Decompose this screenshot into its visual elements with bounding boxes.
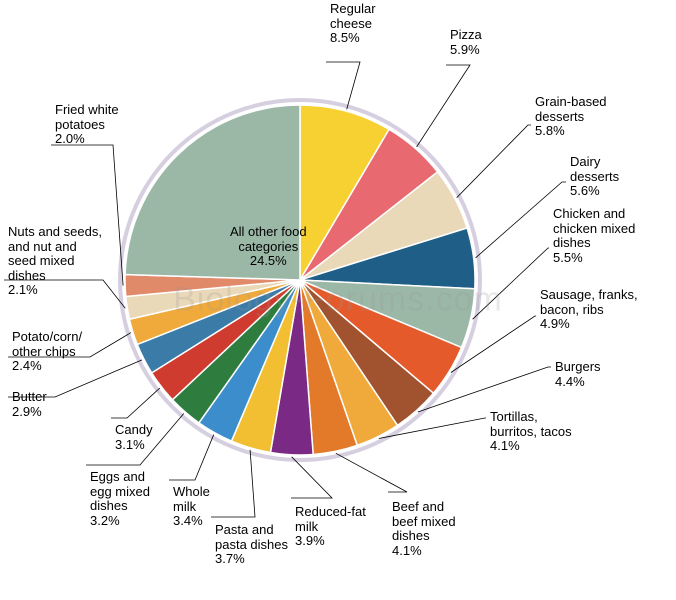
leader-line: [417, 65, 470, 147]
leader-line: [111, 388, 160, 418]
pie-slice-label: Grain-based desserts 5.8%: [535, 95, 607, 139]
pie-slice-label: Beef and beef mixed dishes 4.1%: [392, 500, 456, 558]
leader-line: [336, 453, 407, 492]
pie-slice-label: Reduced-fat milk 3.9%: [295, 505, 366, 549]
pie-slice-label: Tortillas, burritos, tacos 4.1%: [490, 410, 572, 454]
pie-chart-container: Regular cheese 8.5% Pizza 5.9% Grain-based…: [0, 0, 676, 600]
pie-slice-label: Pasta and pasta dishes 3.7%: [215, 523, 288, 567]
pie-slice-label: Fried white potatoes 2.0%: [55, 103, 119, 147]
pie-slice-label: Sausage, franks, bacon, ribs 4.9%: [540, 288, 638, 332]
pie-slice-label: Regular cheese 8.5%: [330, 2, 376, 46]
leader-line: [211, 450, 255, 517]
pie-center-label: All other food categories 24.5%: [230, 225, 307, 269]
pie-slice-label: Candy 3.1%: [115, 423, 153, 452]
pie-slice-label: Chicken and chicken mixed dishes 5.5%: [553, 207, 635, 265]
pie-slice-label: Butter 2.9%: [12, 390, 47, 419]
leader-line: [473, 248, 549, 319]
pie-slice-label: Nuts and seeds, and nut and seed mixed d…: [8, 225, 102, 298]
pie-slice-label: Pizza 5.9%: [450, 28, 482, 57]
leader-line: [457, 125, 531, 198]
pie-slice-label: Whole milk 3.4%: [173, 485, 210, 529]
pie-slice-label: Potato/corn/ other chips 2.4%: [12, 330, 82, 374]
pie-slice-label: Eggs and egg mixed dishes 3.2%: [90, 470, 150, 528]
pie-slice-label: Dairy desserts 5.6%: [570, 155, 619, 199]
pie-slice-label: Burgers 4.4%: [555, 360, 601, 389]
leader-line: [291, 457, 332, 498]
leader-line: [169, 435, 214, 480]
